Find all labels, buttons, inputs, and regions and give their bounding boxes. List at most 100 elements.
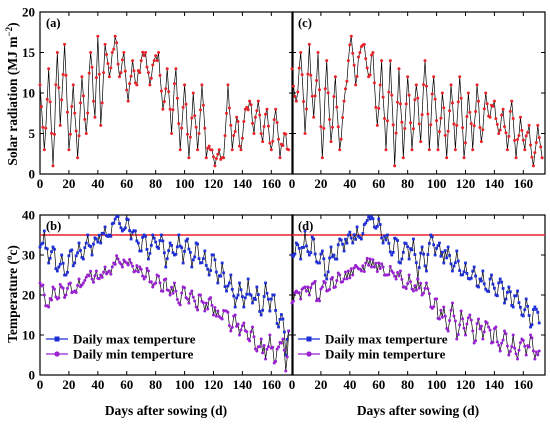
data-point xyxy=(461,273,464,277)
data-point xyxy=(74,129,78,133)
data-point xyxy=(349,267,353,271)
y-tick-label: 20 xyxy=(22,288,35,303)
data-point xyxy=(400,277,404,281)
data-point xyxy=(175,297,179,301)
data-point xyxy=(302,246,305,249)
data-point xyxy=(67,148,71,152)
panel-c: 0 20 40 60 80 100 120 140 160 (c) xyxy=(289,11,546,191)
data-point xyxy=(380,262,384,266)
data-point xyxy=(168,107,172,111)
data-point xyxy=(471,148,475,152)
data-point xyxy=(96,240,100,244)
data-point xyxy=(284,353,288,357)
data-point xyxy=(50,250,53,253)
x-tick-label: 140 xyxy=(485,377,505,392)
data-point xyxy=(409,280,413,284)
data-point xyxy=(61,73,65,77)
data-point xyxy=(488,115,492,119)
data-point xyxy=(420,245,424,249)
data-point xyxy=(378,83,382,87)
data-point xyxy=(377,106,381,110)
data-point xyxy=(422,291,426,295)
data-point xyxy=(38,83,42,87)
data-point xyxy=(294,99,298,103)
data-point xyxy=(296,90,300,94)
data-point xyxy=(514,294,518,298)
data-point xyxy=(532,308,535,311)
x-tick-label: 40 xyxy=(91,377,104,392)
data-point xyxy=(343,270,347,274)
data-point xyxy=(201,257,205,261)
data-point xyxy=(196,242,199,246)
data-point xyxy=(102,232,106,235)
data-point xyxy=(77,241,81,245)
data-point xyxy=(44,126,48,130)
data-point xyxy=(178,303,182,307)
data-point xyxy=(200,83,204,87)
data-point xyxy=(93,274,97,278)
data-point xyxy=(83,246,87,250)
data-point xyxy=(465,322,469,326)
data-point xyxy=(265,291,269,295)
data-point xyxy=(456,100,460,104)
data-point xyxy=(341,280,345,284)
data-point xyxy=(226,310,230,314)
data-point xyxy=(335,279,339,283)
data-point xyxy=(93,115,97,119)
data-point xyxy=(78,101,82,105)
data-point xyxy=(235,115,239,119)
data-point xyxy=(455,249,459,253)
x-tick-label: 60 xyxy=(372,176,385,191)
data-point xyxy=(451,269,454,273)
data-point xyxy=(220,261,224,265)
data-point xyxy=(323,273,327,277)
data-point xyxy=(235,324,239,328)
data-point xyxy=(110,222,114,226)
data-point xyxy=(148,83,152,87)
data-point xyxy=(300,73,304,77)
data-point xyxy=(391,123,395,127)
data-point xyxy=(404,102,408,106)
data-point xyxy=(73,261,77,265)
x-tick-label: 20 xyxy=(62,176,75,191)
data-point xyxy=(261,140,265,144)
data-point xyxy=(320,156,324,160)
data-point xyxy=(183,249,186,253)
data-point xyxy=(332,95,336,99)
data-point xyxy=(64,293,68,297)
data-point xyxy=(333,75,337,79)
data-point xyxy=(102,71,106,75)
data-point xyxy=(193,114,197,118)
data-point xyxy=(229,273,233,277)
data-point xyxy=(188,135,192,139)
data-point xyxy=(335,105,339,109)
data-point xyxy=(371,258,375,262)
data-point xyxy=(296,243,300,247)
data-point xyxy=(508,290,512,294)
data-point xyxy=(433,253,437,257)
data-point xyxy=(196,148,200,152)
data-point xyxy=(468,313,472,317)
data-point xyxy=(372,81,376,85)
data-point xyxy=(529,143,533,147)
data-point xyxy=(427,148,431,152)
data-point xyxy=(154,54,158,58)
data-point xyxy=(396,239,399,242)
data-point xyxy=(452,314,456,318)
data-point xyxy=(144,234,147,238)
data-point xyxy=(378,267,382,271)
data-point xyxy=(157,51,161,54)
data-point xyxy=(213,164,217,168)
data-point xyxy=(346,59,350,63)
data-point xyxy=(352,233,356,237)
data-point xyxy=(236,119,240,123)
data-point xyxy=(310,94,314,98)
data-point xyxy=(442,106,446,110)
data-point xyxy=(533,357,537,361)
data-point xyxy=(355,225,359,229)
data-point xyxy=(64,73,68,77)
data-point xyxy=(266,345,270,349)
data-point xyxy=(81,257,85,261)
data-point xyxy=(517,133,521,137)
data-point xyxy=(507,353,511,357)
